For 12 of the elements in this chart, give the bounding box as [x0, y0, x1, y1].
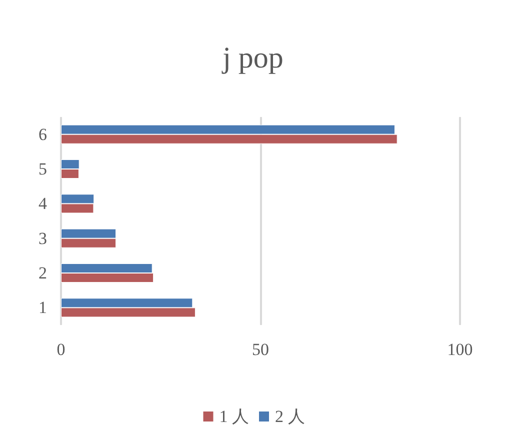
y-tick-label: 4 — [38, 194, 48, 214]
x-tick-label: 100 — [447, 340, 473, 359]
y-tick-label: 2 — [38, 264, 47, 282]
chart-title: j pop — [222, 42, 284, 74]
y-tick-label: 5 — [38, 160, 47, 178]
x-tick-label: 50 — [252, 340, 269, 359]
y-tick-label: 6 — [38, 124, 47, 144]
legend-label: 1 人 — [219, 407, 249, 426]
x-tick-label: 0 — [56, 340, 66, 359]
legend-label: 2 人 — [275, 407, 305, 426]
y-tick-label: 1 — [38, 298, 47, 318]
y-tick-label: 3 — [38, 228, 47, 248]
